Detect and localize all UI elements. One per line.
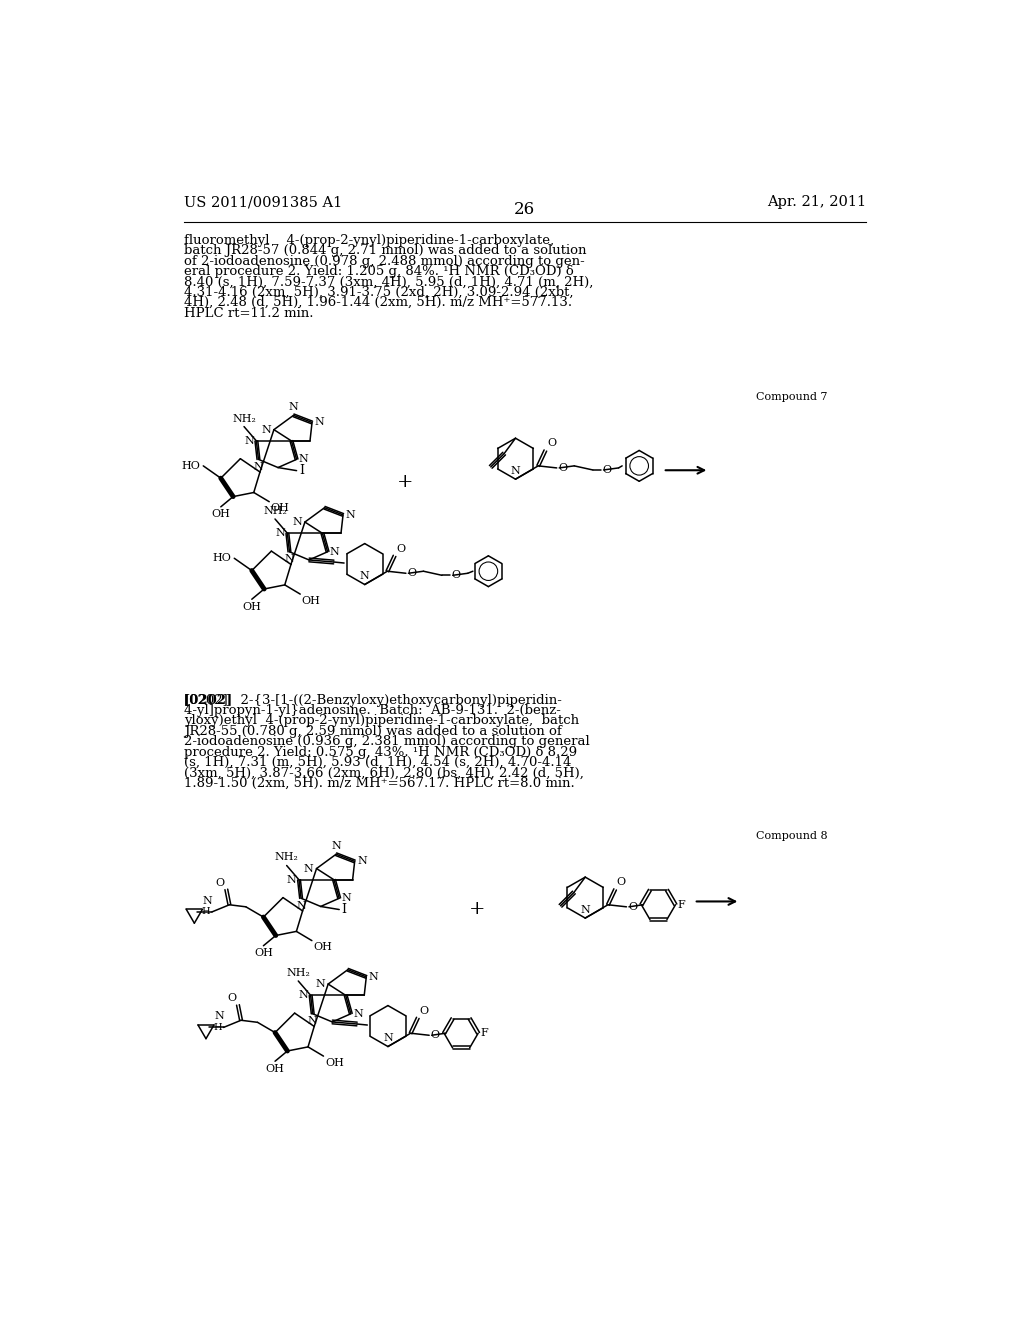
- Text: N: N: [261, 425, 270, 434]
- Text: N: N: [215, 1011, 224, 1022]
- Text: HO: HO: [212, 553, 231, 564]
- Text: N: N: [292, 517, 302, 527]
- Text: yloxy)ethyl  4-(prop-2-ynyl)piperidine-1-carboxylate,  batch: yloxy)ethyl 4-(prop-2-ynyl)piperidine-1-…: [183, 714, 579, 727]
- Text: 8.40 (s, 1H), 7.59-7.37 (3xm, 4H), 5.95 (d, 1H), 4.71 (m, 2H),: 8.40 (s, 1H), 7.59-7.37 (3xm, 4H), 5.95 …: [183, 276, 593, 289]
- Text: N: N: [353, 1008, 362, 1019]
- Text: N: N: [289, 403, 298, 412]
- Text: N: N: [581, 906, 590, 915]
- Text: OH: OH: [265, 1064, 285, 1073]
- Text: O: O: [408, 569, 417, 578]
- Text: O: O: [452, 570, 461, 581]
- Text: (3xm, 5H), 3.87-3.66 (2xm, 6H), 2.80 (bs, 4H), 2.42 (d, 5H),: (3xm, 5H), 3.87-3.66 (2xm, 6H), 2.80 (bs…: [183, 767, 584, 779]
- Text: [0202]: [0202]: [183, 693, 233, 706]
- Text: N: N: [357, 857, 367, 866]
- Text: (s, 1H), 7.31 (m, 5H), 5.93 (d, 1H), 4.54 (s, 2H), 4.70-4.14: (s, 1H), 7.31 (m, 5H), 5.93 (d, 1H), 4.5…: [183, 756, 571, 770]
- Text: H: H: [202, 907, 210, 916]
- Text: N: N: [383, 1034, 393, 1043]
- Text: O: O: [431, 1031, 440, 1040]
- Text: OH: OH: [211, 510, 230, 519]
- Text: +: +: [397, 473, 414, 491]
- Text: OH: OH: [243, 602, 261, 611]
- Text: O: O: [602, 465, 611, 475]
- Text: Compound 7: Compound 7: [756, 392, 827, 403]
- Text: N: N: [296, 900, 306, 911]
- Text: N: N: [511, 466, 520, 477]
- Text: JR28-55 (0.780 g, 2.59 mmol) was added to a solution of: JR28-55 (0.780 g, 2.59 mmol) was added t…: [183, 725, 561, 738]
- Text: fluoromethyl    4-(prop-2-ynyl)piperidine-1-carboxylate,: fluoromethyl 4-(prop-2-ynyl)piperidine-1…: [183, 234, 554, 247]
- Text: N: N: [331, 841, 341, 851]
- Text: I: I: [342, 903, 346, 916]
- Text: N: N: [330, 546, 340, 557]
- Text: O: O: [420, 1006, 428, 1015]
- Text: of 2-iodoadenosine (0.978 g, 2.488 mmol) according to gen-: of 2-iodoadenosine (0.978 g, 2.488 mmol)…: [183, 255, 585, 268]
- Text: OH: OH: [313, 942, 332, 952]
- Text: I: I: [299, 465, 304, 477]
- Text: NH₂: NH₂: [287, 968, 310, 978]
- Text: US 2011/0091385 A1: US 2011/0091385 A1: [183, 195, 342, 210]
- Text: eral procedure 2. Yield: 1.205 g, 84%. ¹H NMR (CD₃OD) δ: eral procedure 2. Yield: 1.205 g, 84%. ¹…: [183, 265, 573, 279]
- Text: Compound 8: Compound 8: [756, 830, 827, 841]
- Text: N: N: [314, 417, 325, 428]
- Text: HO: HO: [181, 461, 200, 471]
- Text: F: F: [480, 1028, 488, 1039]
- Text: NH₂: NH₂: [263, 506, 287, 516]
- Text: N: N: [359, 572, 370, 581]
- Text: procedure 2. Yield: 0.575 g, 43%. ¹H NMR (CD₃OD) δ 8.29: procedure 2. Yield: 0.575 g, 43%. ¹H NMR…: [183, 746, 577, 759]
- Text: N: N: [304, 863, 313, 874]
- Text: NH₂: NH₂: [274, 853, 299, 862]
- Text: 26: 26: [514, 201, 536, 218]
- Text: O: O: [216, 878, 224, 888]
- Text: O: O: [616, 876, 626, 887]
- Text: N: N: [203, 896, 213, 906]
- Text: Apr. 21, 2011: Apr. 21, 2011: [767, 195, 866, 210]
- Text: +: +: [469, 900, 485, 919]
- Text: NH₂: NH₂: [232, 413, 256, 424]
- Text: O: O: [558, 463, 567, 473]
- Text: O: O: [547, 438, 556, 449]
- Text: O: O: [628, 902, 637, 912]
- Text: HPLC rt=11.2 min.: HPLC rt=11.2 min.: [183, 306, 313, 319]
- Text: N: N: [369, 972, 379, 982]
- Text: 2-iodoadenosine (0.936 g, 2.381 mmol) according to general: 2-iodoadenosine (0.936 g, 2.381 mmol) ac…: [183, 735, 590, 748]
- Text: 4H), 2.48 (d, 5H), 1.96-1.44 (2xm, 5H). m/z MH⁺=577.13.: 4H), 2.48 (d, 5H), 1.96-1.44 (2xm, 5H). …: [183, 296, 572, 309]
- Text: N: N: [299, 990, 308, 1001]
- Text: N: N: [299, 454, 308, 465]
- Text: OH: OH: [302, 595, 321, 606]
- Text: N: N: [308, 1016, 317, 1026]
- Text: N: N: [342, 894, 351, 903]
- Text: 1.89-1.50 (2xm, 5H). m/z MH⁺=567.17. HPLC rt=8.0 min.: 1.89-1.50 (2xm, 5H). m/z MH⁺=567.17. HPL…: [183, 776, 574, 789]
- Text: F: F: [678, 900, 685, 909]
- Text: [0202]   2-{3-[1-((2-Benzyloxy)ethoxycarbonyl)piperidin-: [0202] 2-{3-[1-((2-Benzyloxy)ethoxycarbo…: [183, 693, 562, 706]
- Text: N: N: [285, 554, 294, 564]
- Text: OH: OH: [270, 503, 290, 513]
- Text: N: N: [345, 510, 355, 520]
- Text: 4-yl]propyn-1-yl}adenosine.  Batch:  AB-9-131.  2-(benz-: 4-yl]propyn-1-yl}adenosine. Batch: AB-9-…: [183, 704, 561, 717]
- Text: 4.31-4.16 (2xm, 5H), 3.91-3.75 (2xd, 2H), 3.09-2.94 (2xbt,: 4.31-4.16 (2xm, 5H), 3.91-3.75 (2xd, 2H)…: [183, 286, 573, 298]
- Text: O: O: [396, 544, 406, 553]
- Text: O: O: [227, 994, 237, 1003]
- Text: OH: OH: [325, 1057, 344, 1068]
- Text: N: N: [287, 875, 297, 884]
- Text: OH: OH: [254, 948, 272, 958]
- Text: N: N: [254, 462, 263, 471]
- Text: batch JR28-57 (0.844 g, 2.71 mmol) was added to a solution: batch JR28-57 (0.844 g, 2.71 mmol) was a…: [183, 244, 587, 257]
- Text: N: N: [275, 528, 285, 539]
- Text: N: N: [245, 436, 254, 446]
- Text: N: N: [315, 979, 325, 989]
- Text: H: H: [213, 1023, 222, 1032]
